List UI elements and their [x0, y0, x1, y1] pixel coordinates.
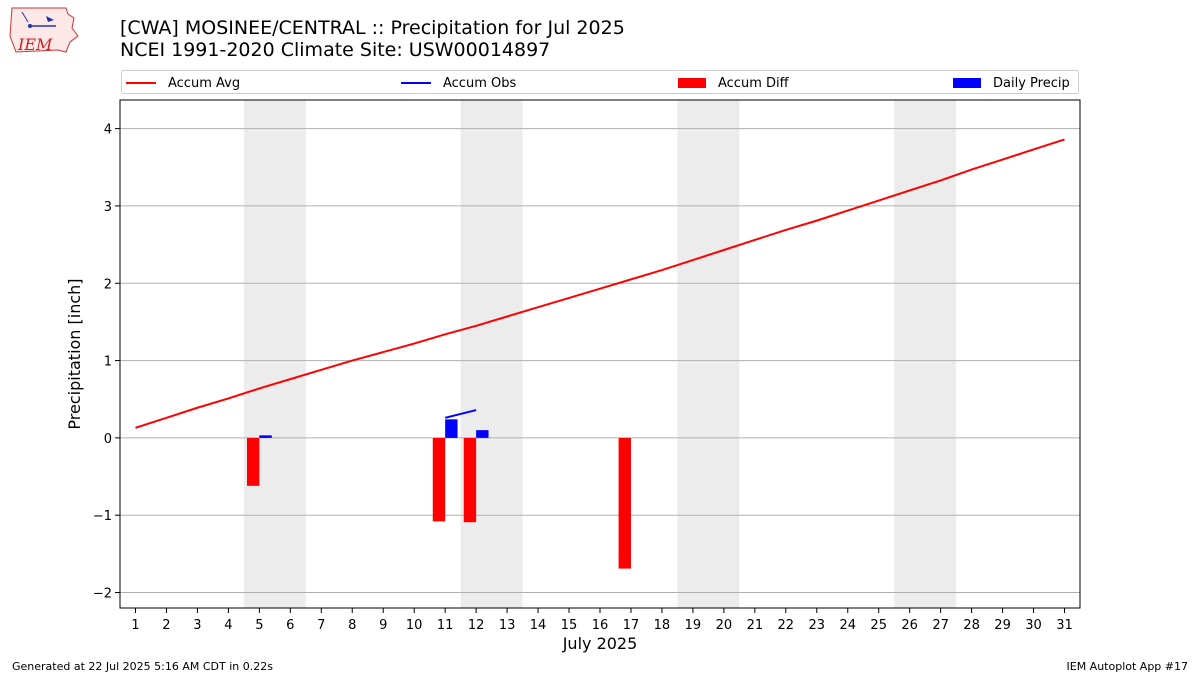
- legend-item-accum-obs: Accum Obs: [401, 74, 516, 92]
- x-tick-label: 3: [193, 618, 201, 633]
- x-tick-label: 9: [379, 618, 387, 633]
- x-tick-label: 12: [468, 618, 485, 633]
- x-tick-label: 22: [778, 618, 795, 633]
- x-tick-label: 13: [499, 618, 516, 633]
- x-tick-label: 16: [592, 618, 609, 633]
- x-tick-label: 27: [932, 618, 949, 633]
- accum-diff-bar: [432, 437, 446, 522]
- legend-item-accum-diff: Accum Diff: [678, 74, 789, 92]
- legend-swatch-accum-diff: [678, 78, 706, 88]
- x-tick-label: 18: [654, 618, 671, 633]
- legend-swatch-accum-obs: [401, 82, 431, 84]
- x-tick-label: 26: [901, 618, 918, 633]
- x-tick-label: 15: [561, 618, 578, 633]
- x-tick-label: 5: [255, 618, 263, 633]
- x-tick-label: 31: [1056, 618, 1073, 633]
- y-tick-label: 3: [104, 200, 112, 215]
- plot-frame: [119, 99, 1081, 609]
- x-tick-label: 24: [839, 618, 856, 633]
- legend-item-daily-precip: Daily Precip: [953, 74, 1070, 92]
- x-tick-label: 7: [317, 618, 325, 633]
- y-tick-label: 1: [104, 355, 112, 370]
- legend-label-accum-avg: Accum Avg: [168, 75, 241, 91]
- y-tick-label: 4: [104, 123, 112, 138]
- weekend-band: [677, 100, 740, 608]
- daily-precip-bar: [476, 430, 489, 438]
- weekend-band: [243, 100, 306, 608]
- chart-title: [CWA] MOSINEE/CENTRAL :: Precipitation f…: [120, 17, 625, 39]
- logo-text: IEM: [17, 35, 53, 54]
- y-tick-label: −2: [93, 587, 112, 602]
- legend: Accum Avg Accum Obs Accum Diff Daily Pre…: [121, 70, 1079, 94]
- accum-diff-bar: [463, 437, 477, 523]
- y-tick-label: −1: [93, 509, 112, 524]
- x-tick-label: 17: [623, 618, 640, 633]
- x-tick-label: 2: [162, 618, 170, 633]
- x-axis-label: July 2025: [562, 634, 638, 653]
- x-tick-label: 11: [437, 618, 454, 633]
- accum-diff-bar: [246, 437, 260, 486]
- y-axis-label: Precipitation [inch]: [65, 278, 84, 429]
- x-tick-label: 29: [994, 618, 1011, 633]
- weekend-band: [460, 100, 523, 608]
- accum-obs-line: [444, 409, 477, 419]
- x-tick-label: 4: [224, 618, 232, 633]
- y-tick-label: 0: [104, 432, 112, 447]
- x-tick-label: 25: [870, 618, 887, 633]
- legend-swatch-daily-precip: [953, 78, 981, 88]
- accum-diff-bar: [618, 437, 631, 569]
- legend-label-accum-diff: Accum Diff: [718, 75, 789, 91]
- legend-swatch-accum-avg: [126, 82, 156, 84]
- app-credit: IEM Autoplot App #17: [1066, 660, 1189, 673]
- chart-subtitle: NCEI 1991-2020 Climate Site: USW00014897: [120, 39, 551, 61]
- x-tick-label: 21: [747, 618, 764, 633]
- x-tick-label: 6: [286, 618, 294, 633]
- x-tick-label: 20: [716, 618, 733, 633]
- x-tick-label: 10: [406, 618, 423, 633]
- x-tick-label: 30: [1025, 618, 1042, 633]
- accum-avg-line: [135, 138, 1065, 429]
- x-tick-label: 14: [530, 618, 547, 633]
- legend-label-accum-obs: Accum Obs: [443, 75, 517, 91]
- daily-precip-bar: [445, 419, 458, 438]
- weekend-band: [894, 100, 957, 608]
- y-tick-label: 2: [104, 277, 112, 292]
- x-tick-label: 28: [963, 618, 980, 633]
- legend-label-daily-precip: Daily Precip: [993, 75, 1070, 91]
- x-tick-label: 8: [348, 618, 356, 633]
- x-tick-label: 19: [685, 618, 702, 633]
- iem-logo: IEM: [9, 7, 79, 54]
- x-tick-label: 23: [809, 618, 826, 633]
- generated-timestamp: Generated at 22 Jul 2025 5:16 AM CDT in …: [12, 660, 273, 673]
- x-tick-label: 1: [131, 618, 139, 633]
- legend-item-accum-avg: Accum Avg: [126, 74, 240, 92]
